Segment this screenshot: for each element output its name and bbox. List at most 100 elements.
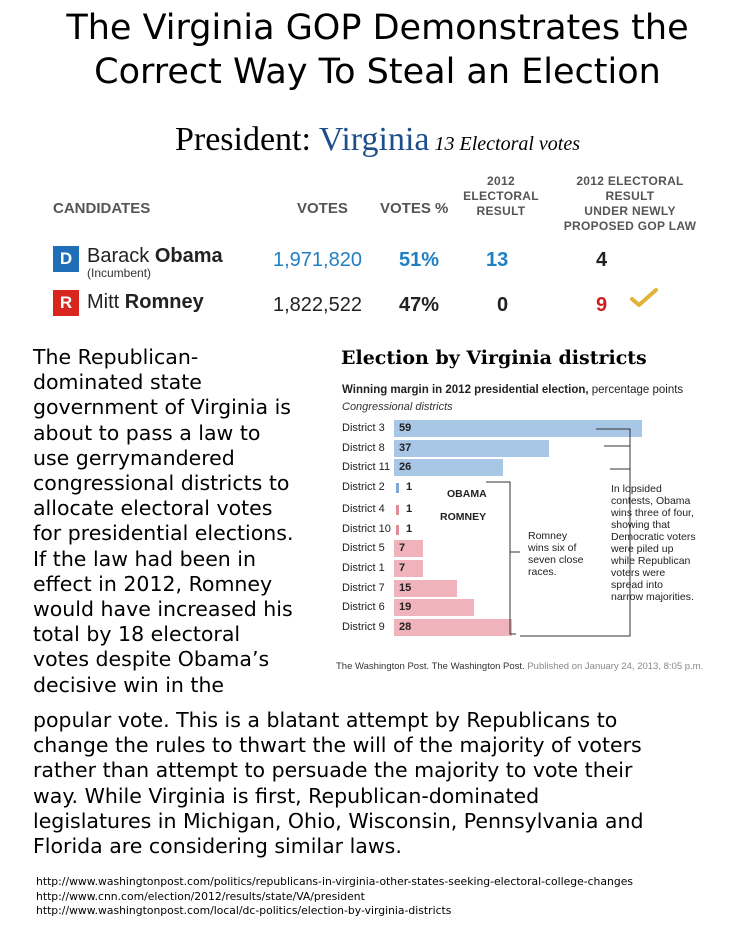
candidate-first-name: Mitt xyxy=(87,291,125,313)
obama-note: In lopsided contests, Obama wins three o… xyxy=(611,483,696,603)
chart-credit: The Washington Post. The Washington Post… xyxy=(336,661,703,672)
credit-main: The Washington Post. The Washington Post… xyxy=(336,661,525,672)
legend-romney: ROMNEY xyxy=(440,511,487,523)
check-icon xyxy=(630,288,658,307)
note-line: voters were xyxy=(611,567,666,579)
note-line: wins six of xyxy=(528,542,577,554)
note-line: wins three of four, xyxy=(611,507,694,519)
note-line: In lopsided xyxy=(611,483,662,495)
district-value-label: 7 xyxy=(399,561,406,574)
body-line: way. While Virginia is first, Republican… xyxy=(33,783,540,808)
district-label: District 3 xyxy=(342,422,385,434)
body-line: allocate electoral votes xyxy=(33,496,273,521)
body-line: rather than attempt to persuade the majo… xyxy=(33,758,633,783)
district-label: District 6 xyxy=(342,601,385,614)
body-line: for presidential elections. xyxy=(33,521,294,546)
source-url-link[interactable]: http://www.cnn.com/election/2012/results… xyxy=(36,889,365,903)
district-label: District 2 xyxy=(342,481,385,494)
romney-bracket xyxy=(486,481,516,635)
district-bar xyxy=(394,540,423,558)
headline-line-1: The Virginia GOP Demonstrates the xyxy=(66,8,689,48)
chart-subtitle-rest: percentage points xyxy=(588,384,684,396)
body-line: votes despite Obama’s xyxy=(33,647,270,672)
district-value-label: 7 xyxy=(399,542,406,555)
district-label: District 1 xyxy=(342,561,385,574)
obama-ev-gop: 4 xyxy=(596,249,608,271)
race-prefix: President: xyxy=(174,121,319,158)
district-bar xyxy=(394,579,457,597)
header-gop-result-line: UNDER NEWLY xyxy=(584,204,676,218)
header-2012-result-line: 2012 xyxy=(487,174,515,188)
note-line: narrow majorities. xyxy=(611,591,694,603)
district-bar xyxy=(394,559,423,577)
candidate-name-obama: Barack Obama xyxy=(87,245,223,268)
body-line: decisive win in the xyxy=(33,672,225,697)
body-line: popular vote. This is a blatant attempt … xyxy=(33,708,618,732)
candidate-first-name: Barack xyxy=(87,245,155,267)
district-label: District 8 xyxy=(342,441,385,454)
district-bar xyxy=(396,524,399,535)
note-line: while Republican xyxy=(611,555,691,567)
republican-badge: R xyxy=(53,290,79,316)
district-bar xyxy=(396,504,399,515)
district-value-label: 59 xyxy=(399,422,412,434)
body-text-column: The Republican- dominated state governme… xyxy=(33,345,293,698)
note-line: Romney xyxy=(528,530,568,542)
source-url-link[interactable]: http://www.washingtonpost.com/local/dc-p… xyxy=(36,904,452,917)
note-line: Democratic voters xyxy=(611,531,696,543)
romney-votes-pct: 47% xyxy=(399,294,440,316)
district-bar xyxy=(396,483,399,494)
note-line: seven close xyxy=(528,554,584,566)
body-line: dominated state xyxy=(33,370,202,395)
candidate-name-romney: Mitt Romney xyxy=(87,291,204,314)
note-line: showing that xyxy=(611,519,670,531)
body-line: total by 18 electoral xyxy=(33,622,241,647)
body-line: congressional districts to xyxy=(33,471,290,496)
headline: The Virginia GOP Demonstrates the Correc… xyxy=(0,6,755,94)
body-line: government of Virginia is xyxy=(33,395,291,420)
district-bar xyxy=(394,459,503,477)
chart-title: Election by Virginia districts xyxy=(341,347,647,369)
district-bar xyxy=(394,439,549,457)
romney-ev-2012: 0 xyxy=(497,294,509,316)
district-bar xyxy=(394,420,642,437)
district-bar xyxy=(394,619,512,636)
body-text-full: popular vote. This is a blatant attempt … xyxy=(33,708,644,859)
body-line: would have increased his xyxy=(33,597,293,622)
district-value-label: 28 xyxy=(399,621,412,633)
header-gop-result-line: PROPOSED GOP LAW xyxy=(563,219,697,233)
body-line: legislatures in Michigan, Ohio, Wisconsi… xyxy=(33,808,644,833)
obama-votes-pct: 51% xyxy=(399,249,440,271)
chart-subtitle-bold: Winning margin in 2012 presidential elec… xyxy=(342,384,589,396)
body-line: about to pass a law to xyxy=(33,420,261,445)
legend-obama: OBAMA xyxy=(447,488,487,500)
district-label: District 9 xyxy=(342,621,385,633)
header-2012-result: 2012 ELECTORAL RESULT xyxy=(462,174,540,219)
body-line: effect in 2012, Romney xyxy=(33,571,273,596)
obama-votes: 1,971,820 xyxy=(273,249,362,271)
democrat-badge: D xyxy=(53,246,79,272)
district-label: District 10 xyxy=(342,522,391,535)
body-line: The Republican- xyxy=(33,345,199,369)
credit-date: Published on January 24, 2013, 8:05 p.m. xyxy=(524,661,704,672)
obama-ev-2012: 13 xyxy=(486,249,509,271)
candidate-last-name: Romney xyxy=(124,291,204,313)
district-value-label: 15 xyxy=(399,581,412,594)
note-line: races. xyxy=(528,566,557,578)
header-candidates: CANDIDATES xyxy=(53,200,151,217)
district-label: District 11 xyxy=(342,461,391,474)
district-bar xyxy=(394,599,474,617)
header-gop-result: 2012 ELECTORAL RESULT UNDER NEWLY PROPOS… xyxy=(560,174,700,234)
district-label: District 5 xyxy=(342,542,385,555)
district-value-label: 1 xyxy=(406,502,413,515)
headline-line-2: Correct Way To Steal an Election xyxy=(94,52,661,92)
district-value-label: 37 xyxy=(399,441,412,454)
header-votes: VOTES xyxy=(297,200,348,217)
source-url-link[interactable]: http://www.washingtonpost.com/politics/r… xyxy=(36,875,633,888)
romney-note: Romney wins six of seven close races. xyxy=(528,530,583,578)
district-value-label: 1 xyxy=(406,481,413,494)
body-line: change the rules to thwart the will of t… xyxy=(33,733,642,758)
header-gop-result-line: 2012 ELECTORAL RESULT xyxy=(576,174,684,203)
body-line: use gerrymandered xyxy=(33,445,235,470)
note-line: contests, Obama xyxy=(611,495,691,507)
